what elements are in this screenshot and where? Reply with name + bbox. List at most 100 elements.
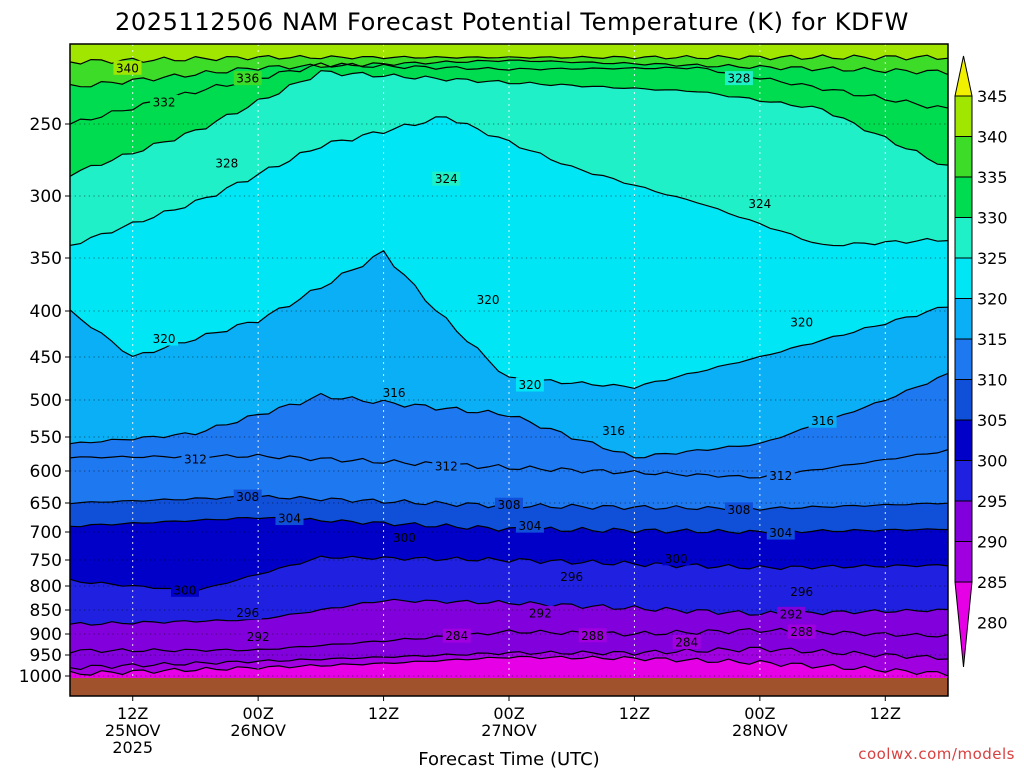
contour-label-text: 320	[518, 378, 541, 392]
isentrope-328	[70, 70, 948, 177]
contour-label-bg	[672, 634, 701, 649]
contour-label-bg	[181, 451, 210, 466]
contour-label-text: 320	[790, 316, 813, 330]
x-tick-label1: 00Z	[744, 704, 775, 723]
contour-label-bg	[495, 497, 523, 512]
contour-label-bg	[150, 94, 179, 109]
contour-label-bg	[766, 525, 795, 540]
contour-label-bg	[442, 628, 471, 643]
contour-label: 308	[233, 489, 262, 504]
contour-label: 312	[432, 459, 461, 474]
y-tick-label: 800	[30, 577, 62, 597]
colorbar-swatch-300	[954, 419, 973, 461]
x-tick-label1: 12Z	[870, 704, 901, 723]
contour-label-text: 308	[727, 503, 750, 517]
colorbar-label: 340	[977, 128, 1008, 147]
contour-label-text: 308	[498, 498, 521, 512]
colorbar-label: 310	[977, 371, 1008, 390]
colorbar-swatch-305	[954, 379, 973, 421]
contour-label-bg	[526, 605, 555, 620]
contour-label-bg	[170, 582, 199, 597]
y-tick-label: 500	[30, 391, 62, 411]
isentrope-288	[70, 646, 948, 671]
isentrope-320	[70, 249, 948, 390]
contour-label: 320	[515, 377, 544, 392]
contour-label: 312	[766, 468, 795, 483]
contour-label: 304	[766, 525, 795, 540]
x-tick-label1: 12Z	[368, 704, 399, 723]
colorbar-swatch-340	[954, 95, 973, 137]
contour-label-bg	[380, 385, 409, 400]
contour-label-text: 312	[184, 452, 207, 466]
contour-label: 296	[557, 569, 586, 584]
contour-label: 316	[599, 423, 628, 438]
contour-label-text: 312	[769, 469, 792, 483]
contour-label-text: 328	[215, 156, 238, 170]
contour-label: 316	[808, 413, 837, 428]
colorbar-swatch-290	[954, 500, 973, 542]
contour-label: 320	[150, 331, 179, 346]
colorbar-label: 305	[977, 411, 1008, 430]
contour-label-bg	[233, 489, 262, 504]
contour-label-text: 312	[435, 460, 458, 474]
isentrope-300	[70, 555, 948, 592]
isentrope-336	[70, 59, 948, 88]
colorbar-swatch-315	[954, 298, 973, 340]
contour-label-bg	[787, 315, 816, 330]
contour-label: 340	[113, 60, 142, 75]
credit-text: coolwx.com/models	[858, 745, 1015, 763]
colorbar-label: 300	[977, 452, 1008, 471]
isentrope-284	[70, 655, 948, 677]
contour-label-bg	[212, 155, 241, 170]
x-tick-label2: 28NOV	[732, 721, 788, 740]
colorbar-label: 290	[977, 533, 1008, 552]
contour-label-text: 316	[811, 414, 834, 428]
contour-label: 332	[150, 94, 179, 109]
colorbar-top-arrow	[954, 55, 973, 97]
contour-label-bg	[599, 423, 628, 438]
contour-label-bg	[557, 569, 586, 584]
colorbar-swatch-335	[954, 136, 973, 178]
y-tick-label: 700	[30, 523, 62, 543]
contour-label-text: 340	[116, 61, 139, 75]
y-tick-label: 650	[30, 494, 62, 514]
contour-label-text: 324	[435, 172, 458, 186]
contour-label-bg	[724, 71, 753, 86]
colorbar-label: 295	[977, 492, 1008, 511]
x-tick-label2: 26NOV	[230, 721, 286, 740]
y-tick-label: 450	[30, 348, 62, 368]
contour-label: 312	[181, 451, 210, 466]
contour-label-bg	[808, 413, 837, 428]
contour-label: 328	[212, 155, 241, 170]
contour-label-bg	[233, 71, 262, 86]
contour-label: 324	[745, 196, 774, 211]
contour-label: 328	[724, 71, 753, 86]
colorbar-label: 280	[977, 614, 1008, 633]
colorbar-label: 325	[977, 249, 1008, 268]
contour-label-bg	[432, 459, 461, 474]
isentrope-324	[70, 116, 948, 247]
contour-label-text: 308	[236, 490, 259, 504]
contour-label-text: 292	[780, 607, 803, 621]
contour-label-text: 292	[529, 606, 552, 620]
contour-label: 316	[380, 385, 409, 400]
y-tick-label: 250	[30, 115, 62, 135]
y-tick-label: 850	[30, 601, 62, 621]
contour-label: 284	[442, 628, 471, 643]
contour-label-bg	[233, 605, 262, 620]
contour-label: 292	[526, 605, 555, 620]
colorbar: 345 340 335 330 325 320 315 310 305 300 295 290 285 2…	[954, 55, 1008, 668]
contour-label-text: 284	[445, 629, 468, 643]
contour-labels: 340 336 332 328 328 324 324 320 320 320 320 316 316 3…	[113, 60, 837, 649]
contour-label-text: 300	[174, 583, 197, 597]
contour-label-text: 336	[236, 72, 259, 86]
x-tick-label2: 27NOV	[481, 721, 537, 740]
x-tick-label1: 12Z	[117, 704, 148, 723]
y-tick-label: 950	[30, 646, 62, 666]
contour-label: 320	[787, 315, 816, 330]
contour-label-text: 320	[477, 293, 500, 307]
contour-label: 292	[244, 629, 273, 644]
y-tick-label: 600	[30, 462, 62, 482]
